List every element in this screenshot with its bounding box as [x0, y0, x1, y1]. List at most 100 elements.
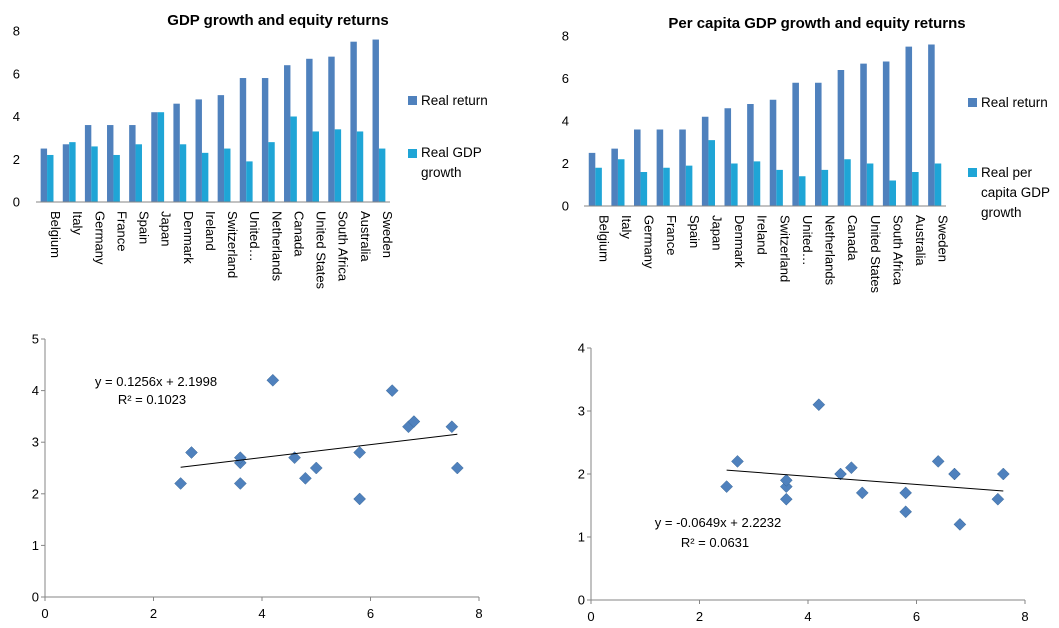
- c2-bar-real-per-capita-gdp-growth-denmark: [731, 163, 738, 206]
- c1-x-tick-label-denmark: Denmark: [181, 211, 196, 264]
- gdp-growth-scatter-chart: 0 1 2 3 4 5 0 2 4 6 8 y = 0.1256x + 2.1998 R² = 0.…: [32, 332, 483, 622]
- c4-x-tick-label: 0: [587, 609, 594, 624]
- c2-y-tick-label: 8: [562, 29, 569, 44]
- c1-x-tick-label-switzerland: Switzerland: [225, 211, 240, 278]
- c3-point: [299, 471, 312, 485]
- c4-y-tick-label: 4: [578, 341, 585, 356]
- c1-y-tick-label: 8: [13, 24, 20, 39]
- c4-point: [991, 492, 1005, 506]
- chart2-legend: Real return Real per capita GDP growth: [968, 95, 1054, 220]
- c1-bar-real-return-switzerland: [217, 95, 225, 203]
- chart1-legend: Real return Real GDP growth: [408, 93, 488, 180]
- c4-point: [845, 461, 858, 475]
- c3-x-tick-label: 4: [258, 606, 265, 621]
- c1-bar-real-gdp-growth-germany: [91, 146, 98, 202]
- per-capita-gdp-growth-scatter-chart: 0 1 2 3 4 0 2 4 6 8 y = -0.0649x + 2.2232 R² = 0.…: [578, 341, 1029, 625]
- c3-x-tick-label: 2: [150, 606, 157, 621]
- c1-bar-real-gdp-growth-canada: [290, 116, 297, 202]
- c2-x-tick-label-germany: Germany: [642, 215, 657, 269]
- c1-x-tick-label-sweden: Sweden: [380, 211, 395, 258]
- c2-x-tick-label-japan: Japan: [709, 215, 724, 250]
- c1-bar-real-gdp-growth-australia: [356, 131, 364, 202]
- c2-bar-real-per-capita-gdp-growth-australia: [912, 172, 919, 206]
- c2-bar-real-return-spain: [679, 129, 686, 206]
- c3-point: [233, 477, 247, 490]
- c2-bar-real-per-capita-gdp-growth-sweden: [934, 163, 942, 206]
- c1-bar-real-gdp-growth-spain: [135, 144, 142, 202]
- chart2-legend-label-real-return: Real return: [981, 95, 1048, 110]
- c2-bar-real-return-netherlands: [815, 82, 822, 206]
- c2-bar-real-return-denmark: [724, 108, 732, 206]
- c2-bar-real-return-japan: [701, 116, 709, 206]
- c2-bar-real-per-capita-gdp-growth-italy: [617, 159, 625, 206]
- c3-y-tick-label: 3: [32, 435, 39, 450]
- c3-point: [185, 446, 198, 459]
- c4-point: [899, 505, 913, 519]
- c1-bar-real-gdp-growth-belgium: [47, 154, 54, 202]
- c3-x-tick-label: 0: [41, 606, 48, 621]
- c4-point: [931, 455, 945, 468]
- c3-x-tick-label: 6: [367, 606, 374, 621]
- c1-bar-real-return-germany: [84, 125, 92, 202]
- c2-bar-real-per-capita-gdp-growth-united-states: [866, 163, 874, 206]
- c3-point: [309, 461, 323, 475]
- c3-point: [353, 446, 367, 459]
- c2-bar-real-per-capita-gdp-growth-germany: [640, 172, 648, 206]
- c2-bar-real-per-capita-gdp-growth-belgium: [595, 167, 602, 206]
- chart2-title: Per capita GDP growth and equity returns: [668, 15, 965, 32]
- c4-point: [779, 473, 793, 487]
- c2-x-tick-label-spain: Spain: [687, 215, 702, 248]
- chart4-r-squared: R² = 0.0631: [681, 535, 749, 550]
- c1-x-tick-label-netherlands: Netherlands: [269, 211, 284, 282]
- c2-x-tick-label-sweden: Sweden: [936, 215, 951, 262]
- c2-x-tick-label-netherlands: Netherlands: [823, 215, 838, 286]
- c1-x-tick-label-italy: Italy: [70, 211, 85, 235]
- c2-bar-real-per-capita-gdp-growth-united: [798, 176, 806, 206]
- c1-x-tick-label-canada: Canada: [291, 211, 306, 257]
- c1-bar-real-gdp-growth-netherlands: [268, 142, 275, 202]
- c2-x-tick-label-belgium: Belgium: [596, 215, 611, 262]
- c4-point: [834, 467, 847, 481]
- c2-x-tick-label-france: France: [664, 215, 679, 255]
- c3-point: [450, 461, 464, 475]
- c1-x-tick-label-united-states: United States: [314, 211, 329, 290]
- c3-y-tick-label: 0: [32, 590, 39, 605]
- c4-point: [948, 467, 961, 481]
- c4-y-tick-label: 1: [578, 530, 585, 545]
- c3-point: [288, 451, 301, 465]
- c3-point: [445, 420, 459, 434]
- per-capita-gdp-growth-bar-chart: Per capita GDP growth and equity returns…: [562, 15, 1054, 294]
- chart2-legend-swatch-real-per-capita-gdp-growth: [968, 168, 977, 177]
- c1-bar-real-return-italy: [62, 144, 70, 202]
- c1-bar-real-return-ireland: [195, 99, 202, 202]
- c2-y-tick-label: 0: [562, 199, 569, 214]
- c4-y-tick-label: 3: [578, 404, 585, 419]
- chart1-legend-swatch-real-return: [408, 96, 417, 105]
- chart4-equation: y = -0.0649x + 2.2232: [655, 515, 781, 530]
- gdp-growth-bar-chart: GDP growth and equity returns 0 2 4 6 8 Belg…: [13, 12, 488, 290]
- c3-y-tick-label: 4: [32, 383, 39, 398]
- c1-x-tick-label-belgium: Belgium: [48, 211, 63, 258]
- c1-x-tick-label-germany: Germany: [92, 211, 107, 265]
- c2-bar-real-return-sweden: [928, 44, 935, 206]
- c4-point: [953, 518, 967, 531]
- c4-y-tick-label: 0: [578, 593, 585, 608]
- c2-bar-real-return-united-states: [860, 63, 867, 207]
- c2-x-tick-label-switzerland: Switzerland: [777, 215, 792, 282]
- chart2-legend-label-real-per-capita-gdp-growth: Real per capita GDP growth: [981, 165, 1054, 220]
- c1-bar-real-return-belgium: [40, 148, 48, 202]
- c1-bar-real-return-france: [107, 125, 114, 202]
- c1-bar-real-return-denmark: [173, 103, 180, 202]
- c1-x-tick-label-spain: Spain: [137, 211, 152, 244]
- c2-bar-real-per-capita-gdp-growth-japan: [708, 140, 715, 207]
- c4-x-tick-label: 4: [804, 609, 811, 624]
- c4-point: [779, 492, 793, 506]
- c2-bar-real-per-capita-gdp-growth-canada: [844, 159, 851, 206]
- c1-x-tick-label-australia: Australia: [358, 211, 373, 262]
- c2-bar-real-per-capita-gdp-growth-france: [663, 167, 670, 206]
- c4-point: [731, 455, 744, 468]
- c2-bar-real-per-capita-gdp-growth-switzerland: [776, 169, 783, 207]
- c1-bar-real-gdp-growth-japan: [157, 112, 165, 202]
- c3-y-tick-label: 5: [32, 332, 39, 347]
- c2-bar-real-return-ireland: [747, 104, 754, 206]
